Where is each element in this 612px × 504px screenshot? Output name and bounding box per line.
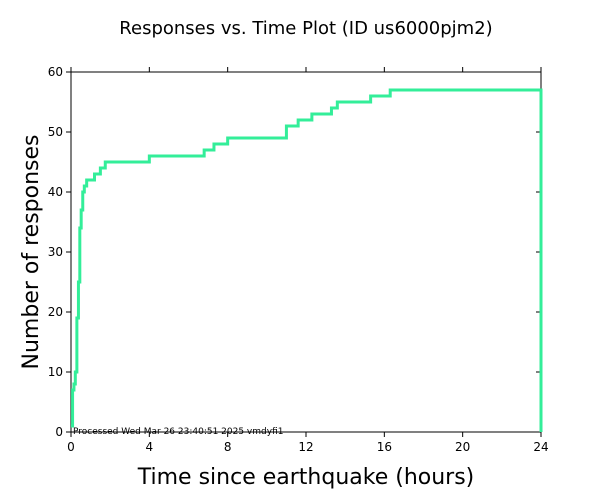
x-tick-label: 16 [377,440,392,454]
x-axis: 0 4 8 12 16 20 24 [67,67,549,454]
y-tick-label: 30 [48,245,63,259]
plot-area: 0 10 20 30 40 50 60 0 4 8 12 16 20 24 [48,65,549,454]
x-tick-label: 24 [533,440,548,454]
plot-frame [70,71,542,433]
y-tick-label: 20 [48,305,63,319]
x-tick-label: 12 [298,440,313,454]
x-tick-label: 20 [455,440,470,454]
processed-annotation: Processed Wed Mar 26 23:40:51 2025 vmdyf… [73,427,283,437]
y-tick-label: 50 [48,125,63,139]
y-tick-label: 10 [48,365,63,379]
x-tick-label: 8 [224,440,232,454]
responses-series-line [71,88,543,432]
y-tick-label: 0 [55,425,63,439]
y-axis: 0 10 20 30 40 50 60 [48,65,541,439]
y-axis-label: Number of responses [19,135,44,370]
y-tick-label: 40 [48,185,63,199]
x-tick-label: 0 [67,440,75,454]
x-axis-label: Time since earthquake (hours) [137,465,475,490]
y-tick-label: 60 [48,65,63,79]
chart-title: Responses vs. Time Plot (ID us6000pjm2) [119,18,492,39]
x-tick-label: 4 [146,440,154,454]
